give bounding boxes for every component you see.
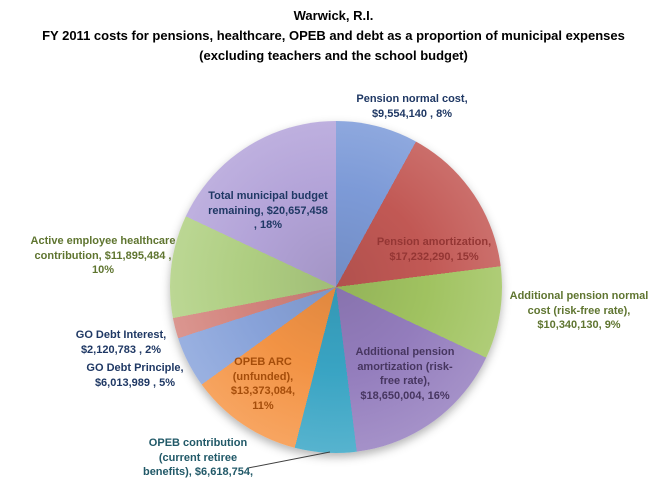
slice-label-additional-pension-amortization: Additional pension amortization (risk- f… (355, 346, 455, 402)
pie (170, 121, 502, 453)
chart-title: Warwick, R.I. FY 2011 costs for pensions… (0, 6, 667, 66)
slice-label-pension-amortization: Pension amortization, $17,232,290, 15% (376, 236, 492, 263)
slice-label-opeb-contribution: OPEB contribution (current retiree benef… (142, 437, 254, 479)
slice-label-opeb-arc-unfunded: OPEB ARC (unfunded), $13,373,084, 11% (230, 356, 296, 412)
slice-label-total-municipal-budget-remaining: Total municipal budget remaining, $20,65… (208, 190, 328, 232)
slice-label-additional-pension-normal-cost: Additional pension normal cost (risk-fre… (509, 290, 649, 332)
slice-label-active-employee-healthcare: Active employee healthcare contribution,… (30, 235, 176, 277)
slice-label-go-debt-interest: GO Debt Interest, $2,120,783 , 2% (75, 329, 167, 356)
slice-label-pension-normal-cost: Pension normal cost, $9,554,140 , 8% (356, 93, 468, 120)
chart-title-line-2: FY 2011 costs for pensions, healthcare, … (42, 28, 625, 43)
chart-title-line-3: (excluding teachers and the school budge… (199, 48, 468, 63)
slice-label-go-debt-principle: GO Debt Principle, $6,013,989 , 5% (86, 362, 184, 389)
chart-title-line-1: Warwick, R.I. (293, 8, 374, 23)
